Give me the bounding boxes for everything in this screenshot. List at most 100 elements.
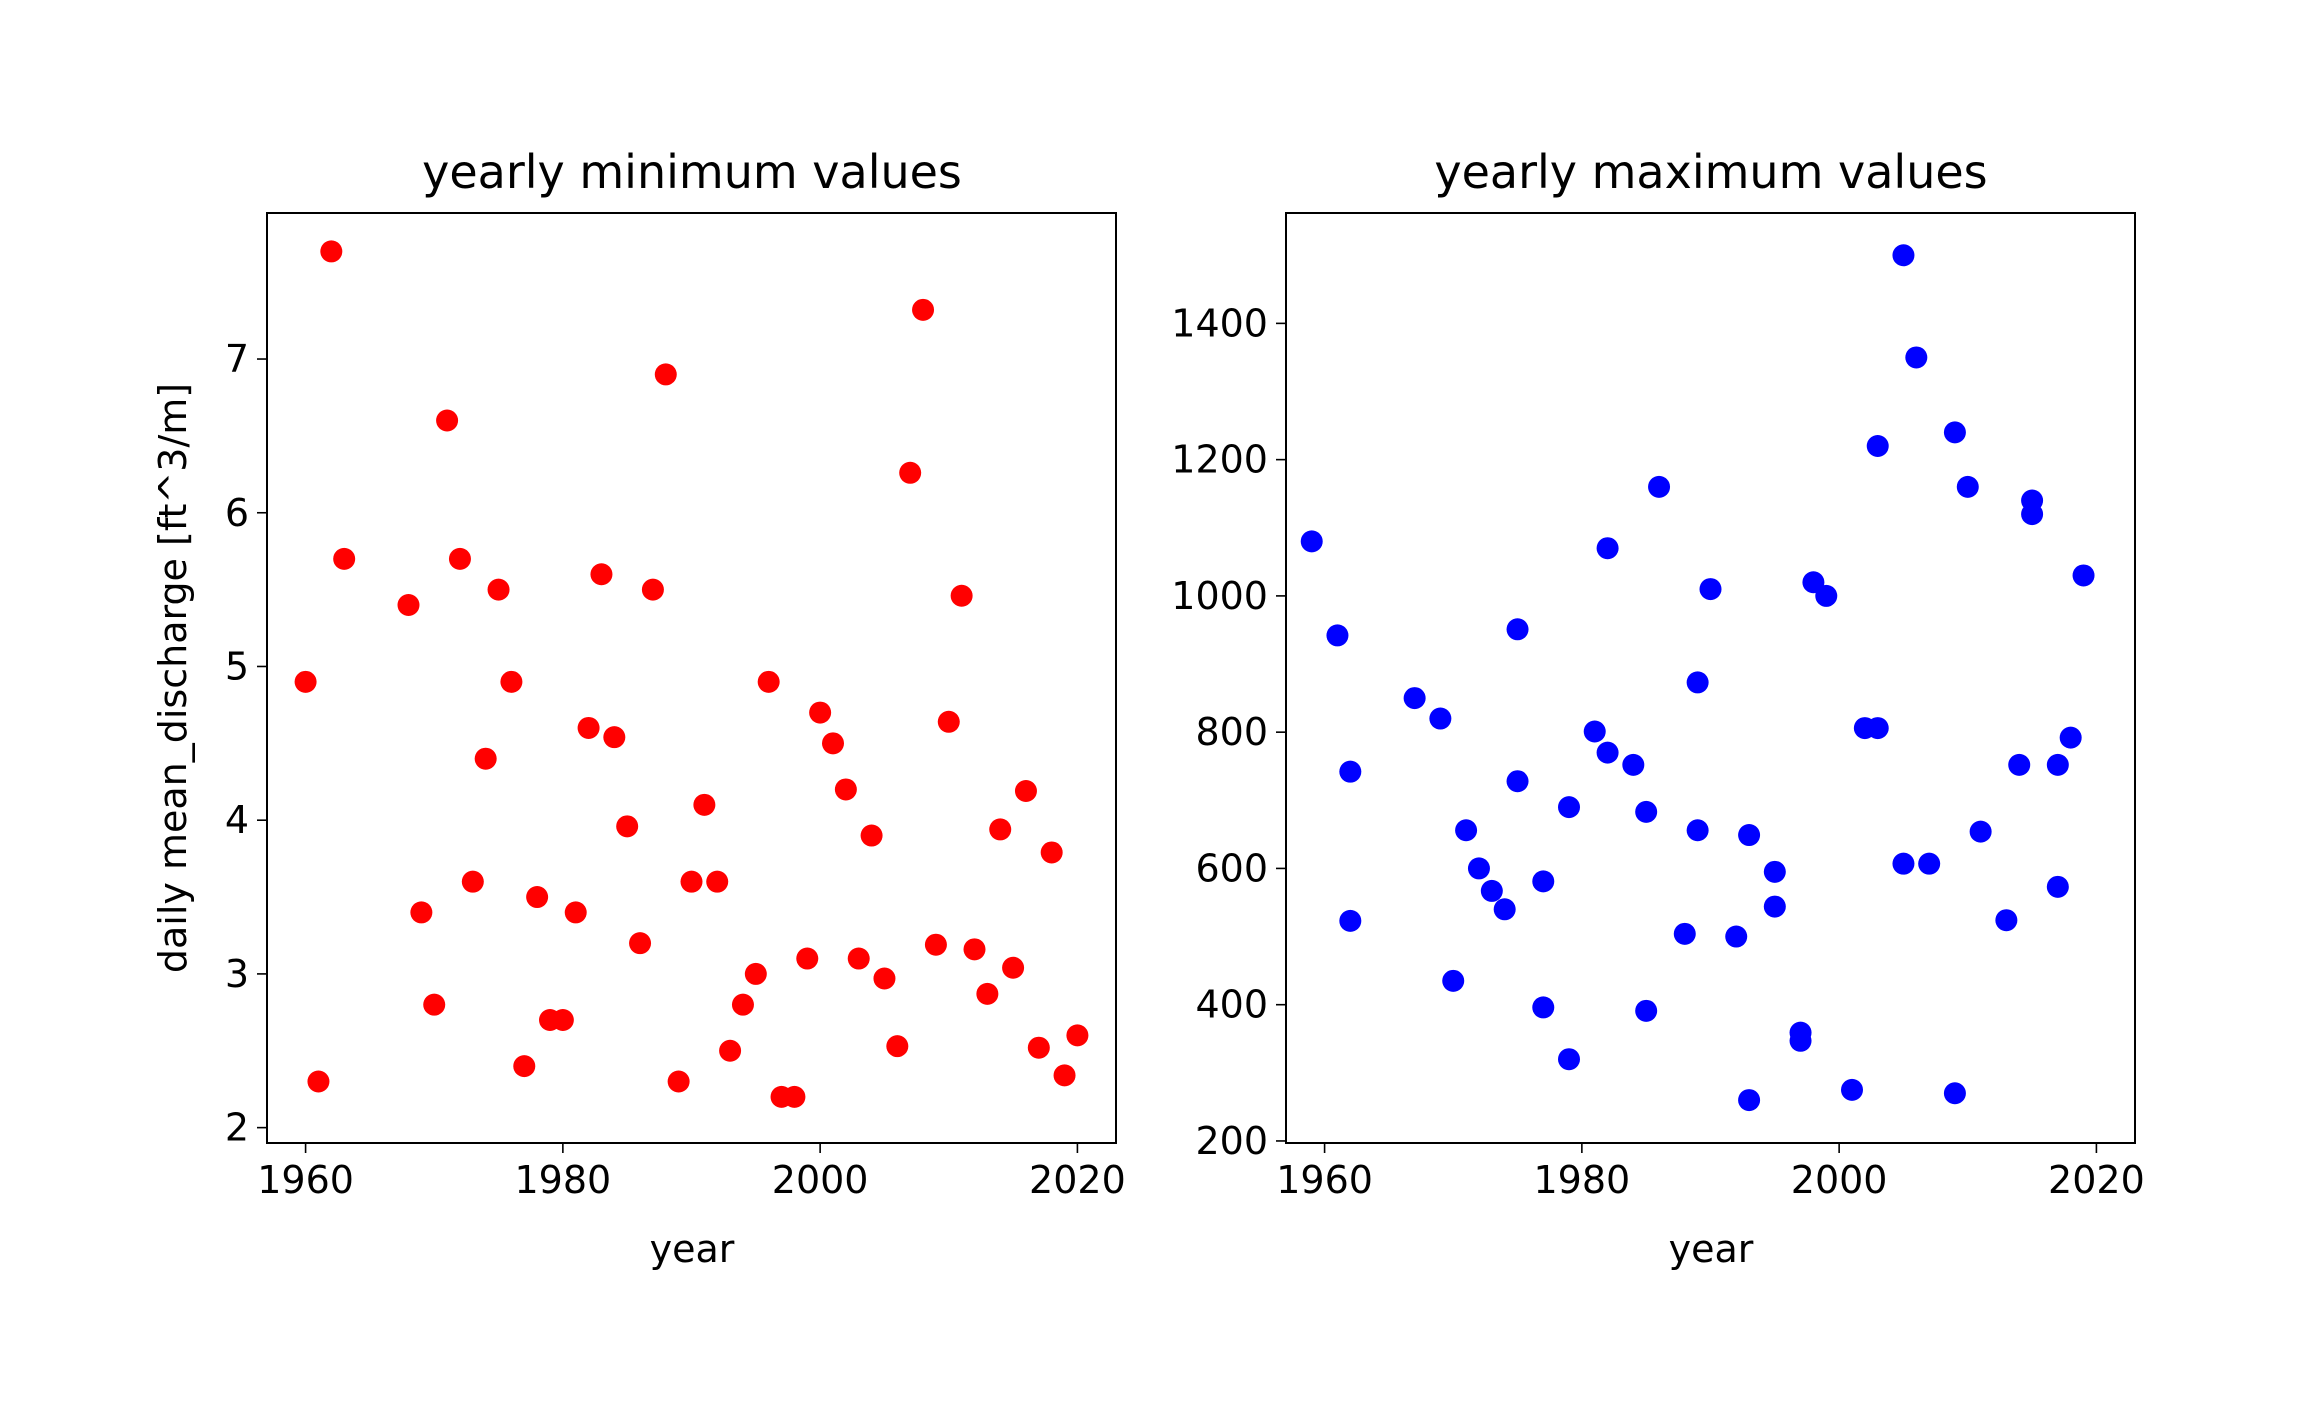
data-point [822, 732, 844, 755]
data-point [1995, 909, 2018, 932]
data-points [294, 240, 1089, 1108]
data-point [1596, 741, 1619, 764]
data-point [1326, 624, 1349, 647]
data-point [1789, 1029, 1812, 1052]
data-point [847, 947, 870, 970]
data-point [680, 870, 703, 893]
data-point [1956, 475, 1979, 498]
data-point [1493, 898, 1516, 921]
x-tick-label: 1980 [515, 1158, 612, 1202]
maximum-values-panel: yearly maximum values year 1960 1980 2000 2… [1171, 145, 2144, 1271]
data-point [436, 409, 459, 432]
data-point [461, 870, 484, 893]
data-point [1339, 760, 1362, 783]
data-point [1027, 1036, 1050, 1059]
data-point [2059, 726, 2082, 749]
data-point [924, 933, 947, 956]
data-point [1066, 1024, 1089, 1047]
data-point [294, 670, 317, 693]
data-point [1943, 1082, 1966, 1105]
data-point [2046, 753, 2069, 776]
y-axis-label: daily mean_discharge [ft^3/m] [151, 383, 195, 973]
data-point [526, 886, 549, 909]
data-point [1583, 720, 1606, 743]
data-point [1480, 879, 1503, 902]
data-point [731, 993, 754, 1016]
data-point [1918, 852, 1941, 875]
data-point [1455, 819, 1478, 842]
data-point [989, 818, 1012, 841]
data-point [860, 824, 883, 847]
data-point [744, 962, 767, 985]
chart-title: yearly maximum values [1434, 145, 1987, 199]
data-point [1300, 530, 1323, 553]
data-point [1943, 421, 1966, 444]
data-point [513, 1055, 536, 1078]
data-point [783, 1085, 806, 1108]
data-point [809, 701, 832, 724]
x-tick-label: 2000 [1791, 1158, 1888, 1202]
data-point [1403, 687, 1426, 710]
data-point [2046, 875, 2069, 898]
data-point [1699, 578, 1722, 601]
data-point [577, 716, 600, 739]
data-point [590, 563, 613, 586]
axis-ticks: 1960 1980 2000 2020 200 400 600 800 1000 1200 1400 [1171, 301, 2144, 1202]
data-point [1738, 1089, 1761, 1112]
data-point [796, 947, 819, 970]
data-point [1635, 999, 1658, 1022]
data-point [1841, 1078, 1863, 1101]
data-point [2008, 753, 2031, 776]
data-point [1014, 779, 1037, 802]
y-tick-label: 6 [225, 491, 249, 535]
data-point [1622, 753, 1645, 776]
axis-ticks: 1960 1980 2000 2020 2 3 4 5 6 7 [225, 337, 1126, 1202]
x-tick-label: 2020 [1029, 1158, 1126, 1202]
data-points [1300, 244, 2095, 1112]
data-point [410, 901, 433, 924]
data-point [912, 298, 935, 321]
y-tick-label: 600 [1195, 846, 1268, 890]
y-tick-label: 200 [1195, 1119, 1268, 1163]
data-point [603, 726, 626, 749]
data-point [1002, 956, 1025, 979]
data-point [1532, 870, 1555, 893]
data-point [1763, 860, 1786, 883]
data-point [1506, 618, 1529, 641]
plot-area-frame [266, 212, 1117, 1144]
data-point [963, 938, 986, 961]
data-point [706, 870, 729, 893]
y-tick-label: 5 [225, 644, 249, 688]
data-point [1339, 909, 1362, 932]
data-point [1467, 857, 1490, 880]
data-point [886, 1035, 909, 1058]
y-tick-label: 800 [1195, 710, 1268, 754]
data-point [2072, 564, 2095, 587]
data-point [719, 1039, 742, 1062]
x-tick-label: 1980 [1534, 1158, 1631, 1202]
data-point [899, 461, 922, 484]
data-point [307, 1070, 330, 1093]
data-point [1738, 824, 1761, 847]
data-point [629, 932, 652, 955]
minimum-values-panel: yearly minimum values daily mean_dischar… [151, 145, 1126, 1271]
x-tick-label: 2000 [772, 1158, 869, 1202]
data-point [1686, 671, 1709, 694]
data-point [757, 670, 780, 693]
y-tick-label: 3 [225, 952, 249, 996]
data-point [500, 670, 523, 693]
data-point [1596, 537, 1619, 560]
data-point [834, 778, 857, 801]
data-point [1815, 584, 1838, 607]
x-tick-label: 2020 [2048, 1158, 2145, 1202]
y-tick-label: 1200 [1171, 438, 1268, 482]
data-point [1673, 922, 1696, 945]
data-point [1892, 852, 1915, 875]
data-point [474, 747, 497, 770]
data-point [667, 1070, 690, 1093]
y-tick-label: 7 [225, 337, 249, 381]
data-point [1725, 925, 1748, 948]
data-point [333, 547, 356, 570]
data-point [1558, 796, 1580, 819]
data-point [641, 578, 664, 601]
